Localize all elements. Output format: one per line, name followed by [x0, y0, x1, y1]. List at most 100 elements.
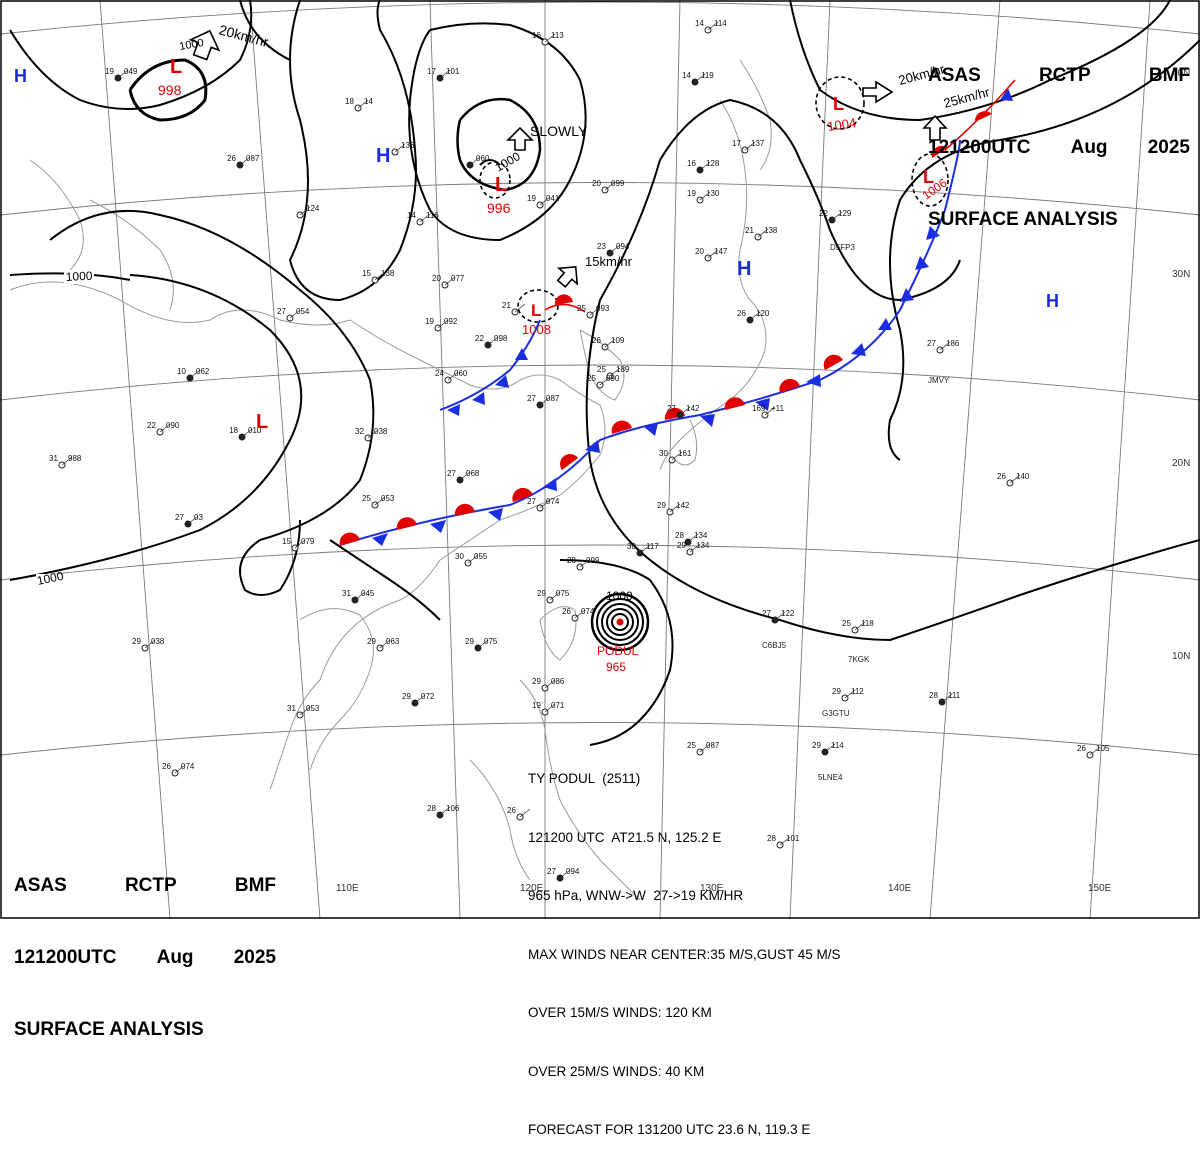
low-north-letter: L: [495, 174, 507, 196]
station-pressure: 045: [361, 589, 375, 598]
station-plot: 28 106: [427, 804, 460, 819]
station-pressure: 087: [546, 394, 560, 403]
station-temp: 26: [562, 607, 571, 616]
header-top-row1: ASAS RCTP BMF: [928, 64, 1190, 88]
station-temp: 19: [105, 67, 114, 76]
lat-label: 40N: [1172, 68, 1190, 79]
station-temp: 27: [527, 394, 536, 403]
station-temp: 20: [592, 179, 601, 188]
station-temp: 25: [597, 365, 606, 374]
wind-barb: [941, 693, 953, 703]
wind-barb: [844, 689, 856, 699]
station-temp: 28: [427, 804, 436, 813]
station-temp: 21: [502, 301, 511, 310]
station-temp: 18: [345, 97, 354, 106]
station-pressure: 075: [484, 637, 498, 646]
station-plot: 25 090: [587, 374, 620, 389]
station-plot: 18 010: [229, 426, 262, 441]
low-sw-letter: L: [256, 411, 268, 433]
station-temp: 29: [367, 637, 376, 646]
header-title: SURFACE ANALYSIS: [928, 209, 1118, 230]
station-pressure: 090: [166, 421, 180, 430]
station-temp: 19: [425, 317, 434, 326]
header-office: BMF: [234, 875, 276, 896]
wind-barb: [831, 211, 843, 221]
station-pressure: +11: [771, 404, 785, 413]
wind-barb: [439, 806, 451, 816]
station-pressure: 130: [706, 189, 720, 198]
station-plot: 22 129: [819, 209, 852, 224]
station-temp: 26: [997, 472, 1006, 481]
station-pressure: 147: [714, 247, 728, 256]
low-nw-letter: L: [170, 56, 182, 78]
station-plot: 30 117: [627, 542, 659, 557]
typhoon-info-line: 121200 UTC AT21.5 N, 125.2 E: [528, 829, 722, 845]
station-temp: 22: [147, 421, 156, 430]
station-plot: 29 114: [812, 741, 844, 756]
station-temp: 26: [162, 762, 171, 771]
station-pressure: 074: [581, 607, 595, 616]
typhoon-info-line: TY PODUL (2511): [528, 771, 641, 786]
station-pressure: 060: [454, 369, 468, 378]
station-plot: 29 134: [677, 541, 710, 556]
wind-barb: [764, 406, 776, 416]
wind-barb: [299, 706, 311, 716]
station-pressure: 14: [364, 97, 373, 106]
station-pressure: 114: [831, 741, 844, 750]
wind-barb: [354, 591, 366, 601]
typhoon-info-line: OVER 25M/S WINDS: 40 KM: [528, 1063, 705, 1079]
isobar-label: 1000: [65, 269, 93, 284]
station-pressure: 077: [451, 274, 465, 283]
station-pressure: 120: [756, 309, 770, 318]
station-plot: 28 134: [675, 531, 708, 546]
station-plot: 29 038: [132, 637, 165, 652]
high-japan-letter: H: [737, 258, 751, 280]
station-plot: 26: [507, 806, 531, 821]
wind-barb: [589, 306, 601, 316]
high-w-letter: H: [14, 66, 27, 86]
station-temp: 27: [447, 469, 456, 478]
station-temp: 26: [737, 309, 746, 318]
wind-barb: [439, 69, 451, 79]
low-north-pressure: 996: [487, 200, 511, 216]
station-plot: 10 062: [177, 367, 210, 382]
station-plot: 30 055: [455, 552, 488, 567]
lat-label: 10N: [1172, 651, 1190, 662]
isobar-labels: 1000 1000: [36, 269, 94, 588]
wind-barb: [357, 99, 369, 109]
wind-barb: [469, 156, 481, 166]
lon-label: 110E: [336, 883, 359, 894]
low-center-letter: L: [531, 301, 541, 320]
station-plot: 27 094: [547, 867, 580, 882]
wind-barb: [689, 543, 701, 553]
wind-barb: [477, 639, 489, 649]
station-temp: 15: [282, 537, 291, 546]
station-temp: 29: [812, 741, 821, 750]
station-temp: 29: [465, 637, 474, 646]
header-year: 2025: [233, 947, 276, 968]
station-plot: 14 114: [695, 19, 727, 34]
station-temp: 31: [342, 589, 351, 598]
station-temp: 30: [455, 552, 464, 561]
wind-barb: [289, 309, 301, 319]
wind-barb: [467, 554, 479, 564]
wind-barb: [604, 338, 616, 348]
wind-barb: [774, 611, 786, 621]
grid-labels: 40N 30N 20N 10N 110E 120E 130E 140E 150E: [336, 68, 1190, 894]
station-pressure: 087: [706, 741, 720, 750]
wind-barb: [374, 271, 386, 281]
station-pressure: 988: [68, 454, 82, 463]
station-plot: 124: [296, 204, 320, 219]
station-temp: 27: [927, 339, 936, 348]
ship-label: 5LNE4: [818, 773, 843, 782]
wind-barb: [487, 336, 499, 346]
typhoon-center-icon: [616, 618, 624, 626]
wind-barb: [694, 73, 706, 83]
station-temp: 25: [362, 494, 371, 503]
station-pressure: 094: [616, 242, 630, 251]
station-temp: 30: [659, 449, 668, 458]
header-office: BMF: [1148, 65, 1190, 86]
station-temp: 31: [287, 704, 296, 713]
typhoon-isobars: [590, 592, 650, 652]
station-pressure: 105: [1096, 744, 1110, 753]
